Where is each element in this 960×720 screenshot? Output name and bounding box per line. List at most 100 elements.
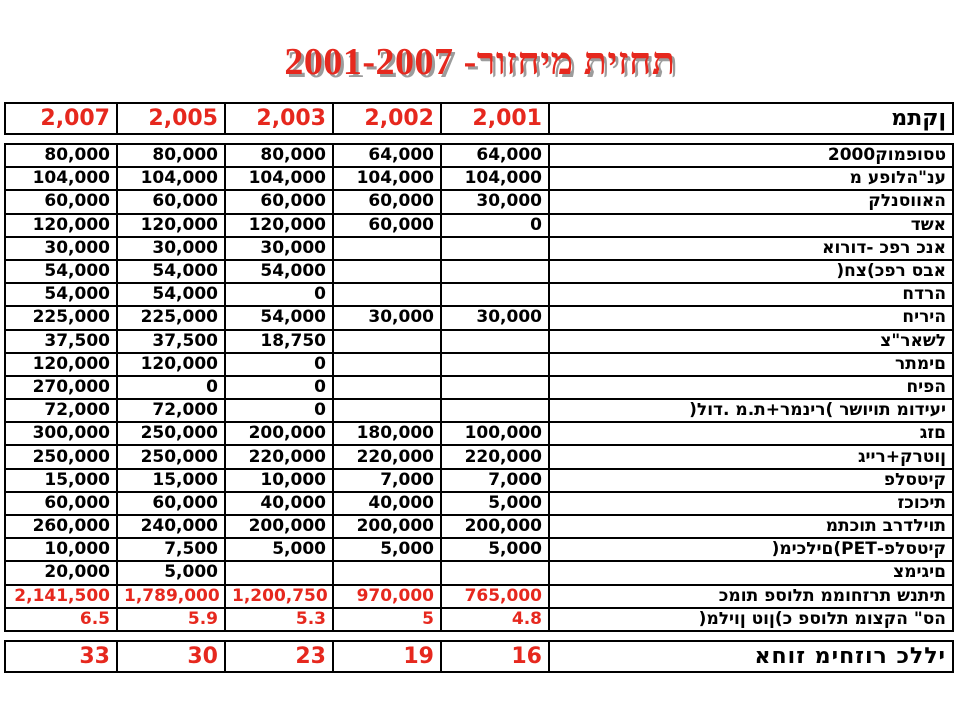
year-header: 2,001 [440, 102, 550, 135]
value-cell: 72,000 [116, 398, 226, 424]
value-cell: 54,000 [4, 258, 118, 285]
row-label: יללכ רוזחימ זוחא [548, 639, 954, 673]
value-cell: 104,000 [332, 166, 442, 192]
value-cell: 15,000 [4, 467, 118, 493]
row-label: םיגימצ [548, 560, 954, 586]
value-cell: 104,000 [224, 166, 334, 192]
value-cell: 180,000 [332, 421, 442, 447]
value-cell: 30,000 [116, 235, 226, 261]
row-label: קיטסלפ [548, 467, 954, 493]
value-cell [332, 560, 442, 586]
row-label: םימתר [548, 351, 954, 377]
table-row: 225,000 225,000 54,000 30,000 30,000 היריח [4, 305, 954, 331]
spacer-cell [5, 629, 953, 642]
value-cell: 19 [332, 639, 442, 673]
value-cell: 120,000 [116, 212, 226, 238]
value-cell: 60,000 [116, 189, 226, 215]
value-cell: 60,000 [4, 490, 118, 517]
value-cell: 120,000 [116, 351, 226, 377]
value-cell: 4.8 [440, 606, 550, 632]
value-cell: 60,000 [332, 212, 442, 238]
row-label: אשד [548, 212, 954, 238]
value-cell: 80,000 [116, 142, 226, 169]
table-row: 250,000 250,000 220,000 220,000 220,000 ןוטרק… [4, 444, 954, 470]
value-cell: 30,000 [4, 235, 118, 261]
value-cell: 5 [332, 606, 442, 632]
value-cell: 5,000 [224, 537, 334, 563]
value-cell: 120,000 [4, 351, 118, 377]
value-cell [332, 258, 442, 285]
value-cell [224, 560, 334, 586]
value-cell: 54,000 [4, 282, 118, 308]
value-cell: 80,000 [4, 142, 118, 169]
value-cell: 0 [116, 374, 226, 401]
row-label: קיטסלפ-PET)םילכימ( [548, 537, 954, 563]
value-cell: 37,500 [4, 328, 118, 354]
value-cell: 2,141,500 [4, 583, 118, 609]
value-cell: 1,200,750 [224, 583, 334, 609]
row-label: היריח [548, 305, 954, 331]
table-row: 54,000 54,000 54,000 אבס רפכ)צח( [4, 258, 954, 285]
value-cell [332, 374, 442, 401]
value-cell: 37,500 [116, 328, 226, 354]
value-cell [332, 398, 442, 424]
value-cell: 33 [4, 639, 118, 673]
year-header: 2,005 [116, 102, 226, 135]
value-cell [332, 328, 442, 354]
value-cell: 270,000 [4, 374, 118, 401]
value-cell: 60,000 [332, 189, 442, 215]
table-row: 120,000 120,000 0 םימתר [4, 351, 954, 377]
row-label: תיכוכז [548, 490, 954, 517]
value-cell: 5.9 [116, 606, 226, 632]
row-label: תוילדרב תוכתמ [548, 513, 954, 540]
value-cell: 16 [440, 639, 550, 673]
value-cell: 220,000 [440, 444, 550, 470]
header-row: 2,007 2,005 2,003 2,002 2,001 ןקתמ [4, 102, 954, 135]
value-cell: 250,000 [116, 444, 226, 470]
value-cell: 5,000 [440, 537, 550, 563]
table-row: 54,000 54,000 0 הרדח [4, 282, 954, 308]
value-cell: 5.3 [224, 606, 334, 632]
value-cell [332, 235, 442, 261]
value-cell [440, 351, 550, 377]
value-cell: 72,000 [4, 398, 118, 424]
facility-header: ןקתמ [548, 102, 954, 135]
spacer-cell [5, 133, 953, 145]
value-cell: 30 [116, 639, 226, 673]
value-cell: 20,000 [4, 560, 118, 586]
value-cell: 54,000 [224, 305, 334, 331]
value-cell: 40,000 [224, 490, 334, 517]
spacer-row [5, 133, 953, 145]
value-cell [332, 351, 442, 377]
value-cell: 0 [224, 282, 334, 308]
value-cell: 250,000 [116, 421, 226, 447]
value-cell: 250,000 [4, 444, 118, 470]
value-cell: 120,000 [4, 212, 118, 238]
value-cell: 5,000 [116, 560, 226, 586]
value-cell: 1,789,000 [116, 583, 226, 609]
value-cell: 60,000 [4, 189, 118, 215]
value-cell: 104,000 [440, 166, 550, 192]
value-cell: 120,000 [224, 212, 334, 238]
row-label: םזג [548, 421, 954, 447]
value-cell: 64,000 [332, 142, 442, 169]
value-cell: 104,000 [4, 166, 118, 192]
value-cell [440, 258, 550, 285]
value-cell: 5,000 [440, 490, 550, 517]
table-row: 80,000 80,000 80,000 64,000 64,000 טסופמוק200… [4, 142, 954, 169]
value-cell [440, 282, 550, 308]
value-cell: 0 [440, 212, 550, 238]
table-row: 37,500 37,500 18,750 לשאר"צ [4, 328, 954, 354]
total-row: 6.5 5.9 5.3 5 4.8 הס" הקצומ תלוספ כ)ןוט ןוילמ… [4, 606, 954, 632]
table-row: 72,000 72,000 0 יעידומ תויושר )רינמר+ת.מ .ד… [4, 398, 954, 424]
row-label: האווסנלק [548, 189, 954, 215]
value-cell: 30,000 [224, 235, 334, 261]
total-row: 2,141,500 1,789,000 1,200,750 970,000 765,00… [4, 583, 954, 609]
value-cell: 10,000 [4, 537, 118, 563]
value-cell: 7,500 [116, 537, 226, 563]
value-cell: 64,000 [440, 142, 550, 169]
value-cell: 10,000 [224, 467, 334, 493]
value-cell: 80,000 [224, 142, 334, 169]
value-cell: 300,000 [4, 421, 118, 447]
value-cell: 0 [224, 374, 334, 401]
